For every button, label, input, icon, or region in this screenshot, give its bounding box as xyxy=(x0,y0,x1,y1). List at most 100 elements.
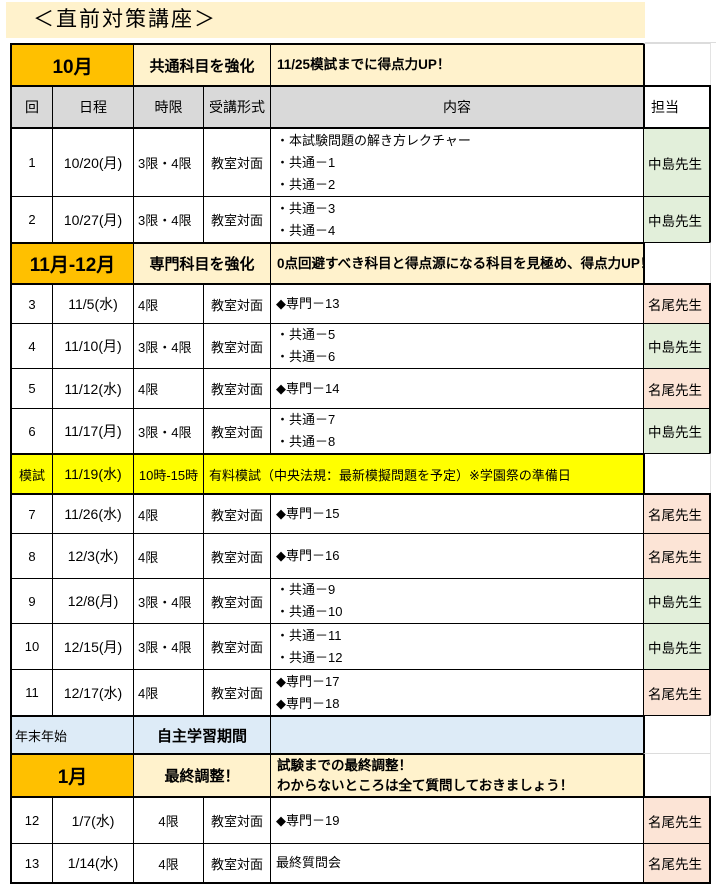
content-cell: ◆専門－19 xyxy=(270,796,644,843)
content-cell: ・共通－3 ・共通－4 xyxy=(270,196,644,242)
format-cell: 教室対面 xyxy=(203,796,271,843)
col-header-session: 回 xyxy=(10,85,52,127)
content-cell: ・共通－7 ・共通－8 xyxy=(270,408,644,453)
content-line: ・共通－11 xyxy=(276,627,342,643)
empty-cell xyxy=(643,753,712,796)
teacher-cell: 名尾先生 xyxy=(643,493,712,533)
period-cell: 4限 xyxy=(133,493,204,533)
empty-cell xyxy=(270,715,644,753)
content-cell: ◆専門－13 xyxy=(270,283,644,323)
col-header-format: 受講形式 xyxy=(203,85,271,127)
date-cell: 12/17(水) xyxy=(52,669,134,715)
lesson-row: 6 11/17(月) 3限・4限 教室対面 ・共通－7 ・共通－8 中島先生 xyxy=(10,408,712,453)
content-cell: ・本試験問題の解き方レクチャー ・共通－1 ・共通－2 xyxy=(270,127,644,196)
section-row: 11月-12月 専門科目を強化 0点回避すべき科目と得点源になる科目を見極め、得点力… xyxy=(10,242,712,283)
session-number-cell: 9 xyxy=(10,578,52,623)
empty-cell xyxy=(643,43,712,85)
period-cell: 3限・4限 xyxy=(133,323,204,368)
section-description: 11/25模試までに得点力UP！ xyxy=(270,43,644,85)
session-number-cell: 10 xyxy=(10,623,52,669)
lesson-row: 13 1/14(水) 4限 教室対面 最終質問会 名尾先生 xyxy=(10,843,712,884)
teacher-cell: 名尾先生 xyxy=(643,796,712,843)
lesson-row: 5 11/12(水) 4限 教室対面 ◆専門－14 名尾先生 xyxy=(10,368,712,408)
teacher-cell: 中島先生 xyxy=(643,323,712,368)
period-cell: 4限 xyxy=(133,368,204,408)
session-number-cell: 5 xyxy=(10,368,52,408)
content-line: ・共通－7 xyxy=(276,412,336,427)
exam-row: 模試 11/19(水) 10時-15時 有料模試（中央法規：最新模擬問題を予定）※学園… xyxy=(10,453,712,493)
empty-cell xyxy=(643,242,712,283)
lesson-row: 7 11/26(水) 4限 教室対面 ◆専門－15 名尾先生 xyxy=(10,493,712,533)
content-line: ・共通－4 xyxy=(276,222,336,238)
empty-cell xyxy=(643,453,712,493)
section-subtitle: 最終調整！ xyxy=(133,753,271,796)
content-line: ・共通－8 xyxy=(276,434,336,449)
content-cell: ・共通－11 ・共通－12 xyxy=(270,623,644,669)
content-line: ◆専門－18 xyxy=(276,695,340,711)
content-line: わからないところは全て質問しておきましょう！ xyxy=(277,777,574,793)
date-cell: 1/14(水) xyxy=(52,843,134,884)
format-cell: 教室対面 xyxy=(203,533,271,578)
teacher-cell: 中島先生 xyxy=(643,196,712,242)
content-line: 試験までの最終調整！ xyxy=(277,757,413,773)
session-number-cell: 3 xyxy=(10,283,52,323)
lesson-row: 3 11/5(水) 4限 教室対面 ◆専門－13 名尾先生 xyxy=(10,283,712,323)
session-number-cell: 7 xyxy=(10,493,52,533)
content-line: ◆専門－17 xyxy=(276,673,340,689)
period-cell: 4限 xyxy=(133,796,204,843)
format-cell: 教室対面 xyxy=(203,368,271,408)
content-line: ・共通－12 xyxy=(276,649,343,665)
period-cell: 3限・4限 xyxy=(133,196,204,242)
content-line: ・本試験問題の解き方レクチャー xyxy=(276,132,471,148)
month-label: 1月 xyxy=(10,753,134,796)
title-bar: ＜直前対策講座＞ xyxy=(0,0,716,43)
date-cell: 11/17(月) xyxy=(52,408,134,453)
date-cell: 11/12(水) xyxy=(52,368,134,408)
period-cell: 4限 xyxy=(133,669,204,715)
format-cell: 教室対面 xyxy=(203,408,271,453)
session-number-cell: 8 xyxy=(10,533,52,578)
section-subtitle: 共通科目を強化 xyxy=(133,43,271,85)
lesson-row: 10 12/15(月) 3限・4限 教室対面 ・共通－11 ・共通－12 中島先生 xyxy=(10,623,712,669)
teacher-cell: 中島先生 xyxy=(643,578,712,623)
content-cell: 最終質問会 xyxy=(270,843,644,884)
schedule-body: 10月 共通科目を強化 11/25模試までに得点力UP！回日程 時限 受講形式 内容 担当 1… xyxy=(10,43,712,884)
teacher-cell: 名尾先生 xyxy=(643,533,712,578)
content-cell: ・共通－9 ・共通－10 xyxy=(270,578,644,623)
date-cell: 1/7(水) xyxy=(52,796,134,843)
section-subtitle: 専門科目を強化 xyxy=(133,242,271,283)
gridline-stub xyxy=(645,42,716,43)
content-line: ・共通－5 xyxy=(276,327,336,342)
lesson-row: 2 10/27(月) 3限・4限 教室対面 ・共通－3 ・共通－4 中島先生 xyxy=(10,196,712,242)
col-header-content: 内容 xyxy=(270,85,644,127)
teacher-cell: 名尾先生 xyxy=(643,368,712,408)
lesson-row: 9 12/8(月) 3限・4限 教室対面 ・共通－9 ・共通－10 中島先生 xyxy=(10,578,712,623)
format-cell: 教室対面 xyxy=(203,623,271,669)
date-cell: 10/20(月) xyxy=(52,127,134,196)
month-label: 11月-12月 xyxy=(10,242,134,283)
period-cell: 4限 xyxy=(133,533,204,578)
teacher-cell: 名尾先生 xyxy=(643,283,712,323)
format-cell: 教室対面 xyxy=(203,578,271,623)
session-number-cell: 2 xyxy=(10,196,52,242)
date-cell: 11/10(月) xyxy=(52,323,134,368)
teacher-cell: 中島先生 xyxy=(643,127,712,196)
lesson-row: 1 10/20(月) 3限・4限 教室対面 ・本試験問題の解き方レクチャー ・共通－1 ・共… xyxy=(10,127,712,196)
col-header-period: 時限 xyxy=(133,85,204,127)
format-cell: 教室対面 xyxy=(203,196,271,242)
session-number-cell: 4 xyxy=(10,323,52,368)
session-number-cell: 1 xyxy=(10,127,52,196)
teacher-cell: 中島先生 xyxy=(643,408,712,453)
content-line: ・共通－2 xyxy=(276,176,336,192)
format-cell: 教室対面 xyxy=(203,669,271,715)
section-description: 試験までの最終調整！ わからないところは全て質問しておきましょう！ xyxy=(270,753,644,796)
format-cell: 教室対面 xyxy=(203,493,271,533)
session-number-cell: 12 xyxy=(10,796,52,843)
format-cell: 教室対面 xyxy=(203,127,271,196)
content-line: ・共通－1 xyxy=(276,154,336,170)
page-title: ＜直前対策講座＞ xyxy=(6,2,645,38)
content-cell: ◆専門－14 xyxy=(270,368,644,408)
section-row: 1月 最終調整！ 試験までの最終調整！ わからないところは全て質問しておきましょう！ xyxy=(10,753,712,796)
period-cell: 4限 xyxy=(133,283,204,323)
